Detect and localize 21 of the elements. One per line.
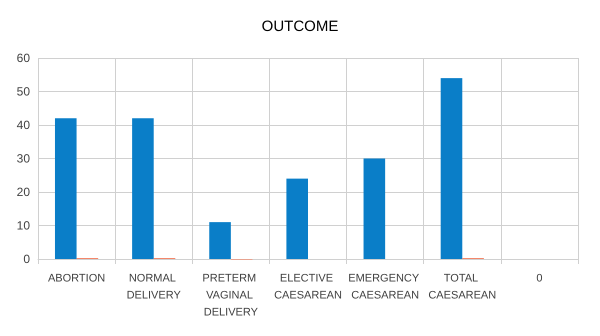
x-tick-label: ABORTION [48, 272, 106, 284]
x-tick-label: NORMAL DELIVERY [126, 272, 182, 302]
x-tick-label: ELECTIVE CAESAREAN [274, 272, 342, 302]
x-tick-label: TOTAL CAESAREAN [428, 272, 496, 302]
x-tick-label: PRETERM VAGINAL DELIVERY [202, 272, 260, 318]
y-tick-label: 60 [16, 51, 30, 65]
bar [132, 118, 154, 259]
bar [440, 78, 462, 259]
y-tick-label: 30 [16, 151, 30, 166]
bar [209, 222, 231, 259]
bar [286, 178, 308, 259]
chart-title: OUTCOME [262, 18, 338, 35]
x-tick-label: 0 [536, 272, 542, 284]
bar [54, 118, 77, 259]
y-tick-label: 40 [16, 118, 30, 132]
x-tick-label: EMERGENCY CAESAREAN [348, 272, 422, 302]
bar [364, 158, 386, 259]
y-tick-label: 20 [16, 184, 30, 199]
y-tick-label: 0 [23, 252, 30, 266]
y-tick-label: 10 [16, 218, 30, 232]
y-tick-label: 50 [16, 84, 30, 98]
